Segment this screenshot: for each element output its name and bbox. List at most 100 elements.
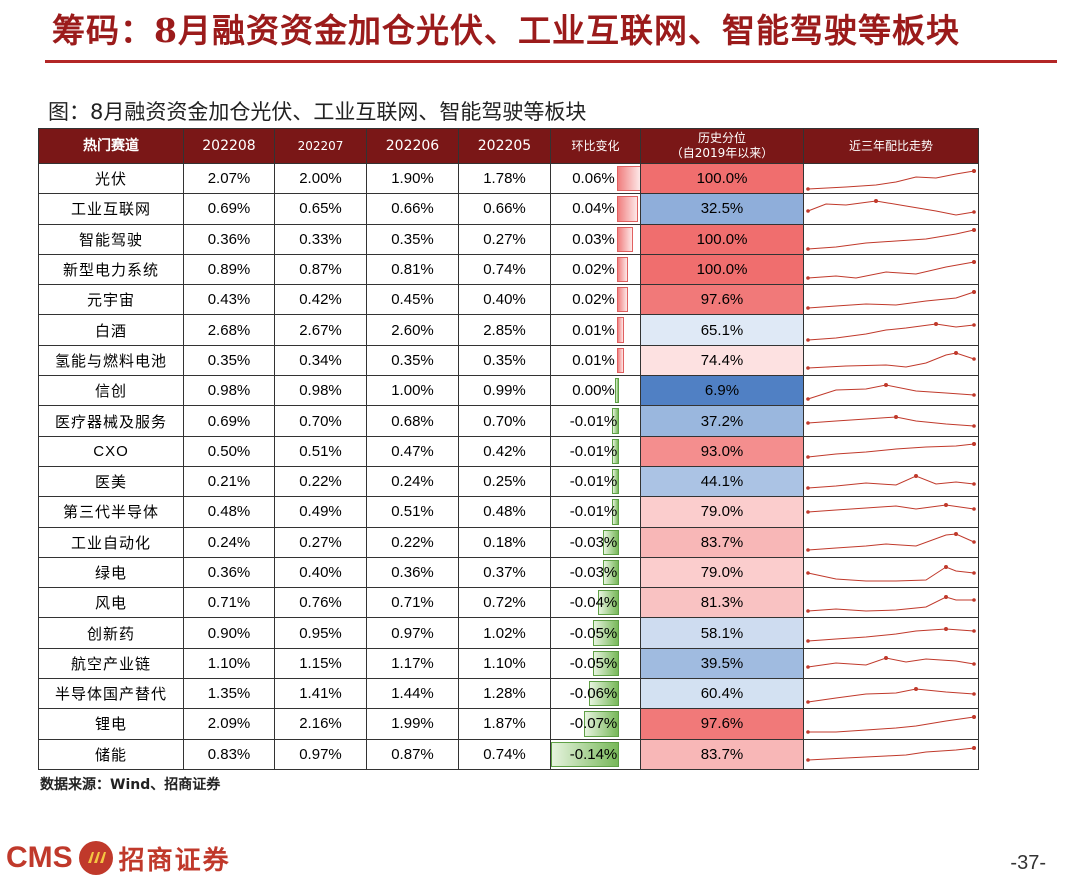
value-202207: 1.41% (274, 678, 367, 710)
value-202207: 1.15% (274, 647, 367, 680)
table-row: 第三代半导体 0.48% 0.49% 0.51% 0.48% -0.01% 79.0% (38, 496, 979, 528)
value-202205: 1.28% (458, 678, 551, 710)
value-202208: 0.35% (183, 344, 275, 377)
table-row: 智能驾驶 0.36% 0.33% 0.35% 0.27% 0.03% 100.0% (38, 223, 979, 255)
value-202206: 1.99% (366, 708, 459, 740)
historical-percentile: 58.1% (640, 617, 804, 649)
value-202205: 0.99% (458, 375, 551, 407)
trend-sparkline-cell (803, 587, 979, 619)
mom-change-value: 0.03% (572, 230, 615, 248)
header-sector: 热门赛道 (38, 128, 184, 164)
value-202206: 0.47% (366, 435, 459, 467)
mom-change-value: 0.01% (572, 321, 615, 339)
header-202206: 202206 (366, 128, 459, 164)
value-202206: 0.36% (366, 556, 459, 589)
negative-change-bar (612, 499, 619, 525)
value-202208: 0.83% (183, 738, 275, 770)
negative-change-bar (603, 529, 619, 555)
negative-change-bar (615, 378, 619, 404)
value-202205: 0.72% (458, 587, 551, 619)
page-title: 筹码：8月融资资金加仓光伏、工业互联网、智能驾驶等板块 (52, 11, 960, 50)
value-202208: 0.24% (183, 526, 275, 558)
value-202205: 2.85% (458, 314, 551, 346)
mom-change-value: 0.02% (572, 291, 615, 309)
value-202208: 0.69% (183, 405, 275, 437)
trend-sparkline (806, 746, 976, 763)
historical-percentile: 44.1% (640, 465, 804, 498)
historical-percentile: 100.0% (640, 162, 804, 195)
sector-name: 氢能与燃料电池 (38, 344, 184, 377)
trend-sparkline (806, 322, 976, 342)
value-202207: 0.34% (274, 344, 367, 377)
mom-change-value: 0.02% (572, 261, 615, 279)
data-source-note: 数据来源：Wind、招商证券 (40, 777, 221, 793)
positive-change-bar (617, 317, 624, 343)
mom-change-cell: 0.03% (550, 223, 641, 255)
negative-change-bar (551, 741, 619, 767)
sector-name: 风电 (38, 587, 184, 619)
value-202206: 0.24% (366, 465, 459, 498)
value-202205: 0.40% (458, 284, 551, 316)
mom-change-value: 0.00% (572, 382, 615, 400)
logo-brand: CMS (6, 841, 73, 874)
table-row: 新型电力系统 0.89% 0.87% 0.81% 0.74% 0.02% 100.0% (38, 253, 979, 286)
trend-sparkline-cell (803, 647, 979, 680)
positive-change-bar (617, 347, 624, 374)
value-202207: 0.51% (274, 435, 367, 467)
mom-change-cell: 0.04% (550, 193, 641, 225)
value-202208: 2.68% (183, 314, 275, 346)
positive-change-bar (617, 256, 628, 283)
value-202208: 0.89% (183, 253, 275, 286)
trend-sparkline (806, 594, 976, 613)
trend-sparkline-cell (803, 496, 979, 528)
mom-change-cell: 0.06% (550, 162, 641, 195)
value-202206: 0.97% (366, 617, 459, 649)
title-divider (45, 60, 1057, 63)
mom-change-cell: -0.03% (550, 526, 641, 558)
trend-sparkline-cell (803, 708, 979, 740)
value-202205: 0.66% (458, 193, 551, 225)
value-202207: 0.27% (274, 526, 367, 558)
page-number: -37- (1010, 852, 1046, 874)
header-mom-change: 环比变化 (550, 128, 641, 164)
mom-change-cell: 0.02% (550, 253, 641, 286)
value-202208: 0.69% (183, 193, 275, 225)
historical-percentile: 97.6% (640, 708, 804, 740)
mom-change-value: -0.03% (569, 564, 618, 581)
logo-name-cn: 招商证券 (118, 845, 231, 876)
sector-name: 智能驾驶 (38, 223, 184, 255)
trend-sparkline (806, 442, 976, 460)
value-202205: 0.25% (458, 465, 551, 498)
value-202208: 0.36% (183, 223, 275, 255)
historical-percentile: 93.0% (640, 435, 804, 467)
sector-name: 光伏 (38, 162, 184, 195)
sector-name: 半导体国产替代 (38, 678, 184, 710)
value-202207: 0.49% (274, 496, 367, 528)
historical-percentile: 97.6% (640, 284, 804, 316)
trend-sparkline (806, 259, 976, 280)
value-202205: 0.70% (458, 405, 551, 437)
mom-change-cell: -0.14% (550, 738, 641, 770)
negative-change-bar (603, 559, 619, 586)
trend-sparkline-cell (803, 223, 979, 255)
table-row: 信创 0.98% 0.98% 1.00% 0.99% 0.00% 6.9% (38, 375, 979, 407)
table-row: 氢能与燃料电池 0.35% 0.34% 0.35% 0.35% 0.01% 74.4% (38, 344, 979, 377)
trend-sparkline-cell (803, 526, 979, 558)
trend-sparkline-cell (803, 465, 979, 498)
value-202207: 0.70% (274, 405, 367, 437)
historical-percentile: 39.5% (640, 647, 804, 680)
negative-change-bar (593, 650, 619, 677)
value-202206: 1.17% (366, 647, 459, 680)
table-row: CXO 0.50% 0.51% 0.47% 0.42% -0.01% 93.0% (38, 435, 979, 467)
table-body: 光伏 2.07% 2.00% 1.90% 1.78% 0.06% 100.0% 工业互联网 0… (38, 162, 979, 770)
header-202205: 202205 (458, 128, 551, 164)
mom-change-cell: -0.03% (550, 556, 641, 589)
value-202207: 0.40% (274, 556, 367, 589)
value-202206: 1.90% (366, 162, 459, 195)
mom-change-cell: -0.01% (550, 496, 641, 528)
sector-name: 白酒 (38, 314, 184, 346)
logo-emblem-icon (78, 841, 113, 875)
value-202205: 0.42% (458, 435, 551, 467)
table-row: 储能 0.83% 0.97% 0.87% 0.74% -0.14% 83.7% (38, 738, 979, 770)
historical-percentile: 83.7% (640, 738, 804, 770)
